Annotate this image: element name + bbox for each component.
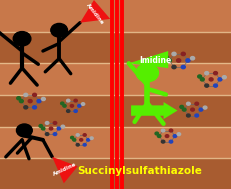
- Circle shape: [185, 59, 189, 62]
- Circle shape: [157, 135, 160, 137]
- Circle shape: [45, 133, 49, 136]
- Circle shape: [164, 56, 168, 59]
- Circle shape: [16, 124, 32, 137]
- Circle shape: [169, 140, 172, 143]
- Circle shape: [60, 102, 64, 105]
- Circle shape: [190, 57, 194, 60]
- Bar: [0, 127, 231, 158]
- Circle shape: [81, 103, 84, 105]
- Circle shape: [182, 108, 185, 111]
- Circle shape: [53, 122, 56, 124]
- Text: Imidine: Imidine: [138, 56, 170, 65]
- Circle shape: [179, 105, 183, 108]
- Circle shape: [86, 139, 89, 141]
- Bar: [0, 94, 231, 127]
- Circle shape: [66, 99, 70, 102]
- Text: Succinylsulfathiazole: Succinylsulfathiazole: [76, 166, 201, 176]
- Circle shape: [72, 139, 76, 141]
- Circle shape: [24, 93, 27, 96]
- Circle shape: [194, 114, 198, 117]
- Bar: [0, 158, 231, 189]
- Circle shape: [53, 133, 56, 136]
- Circle shape: [165, 135, 168, 137]
- Circle shape: [41, 97, 45, 101]
- Circle shape: [194, 102, 198, 105]
- Circle shape: [83, 134, 86, 136]
- Circle shape: [57, 127, 60, 130]
- Circle shape: [173, 135, 176, 137]
- Circle shape: [213, 84, 216, 87]
- Circle shape: [63, 105, 66, 107]
- Circle shape: [90, 137, 93, 139]
- Circle shape: [204, 84, 208, 87]
- Circle shape: [161, 140, 164, 143]
- Circle shape: [61, 125, 64, 128]
- Circle shape: [51, 23, 67, 37]
- Circle shape: [186, 114, 189, 117]
- Circle shape: [213, 72, 216, 75]
- Polygon shape: [52, 157, 77, 183]
- Circle shape: [74, 110, 77, 112]
- Circle shape: [171, 65, 175, 69]
- Circle shape: [204, 72, 208, 75]
- Circle shape: [200, 78, 203, 81]
- Circle shape: [198, 108, 202, 111]
- Circle shape: [79, 139, 82, 141]
- Circle shape: [49, 127, 52, 130]
- Circle shape: [37, 100, 41, 103]
- Circle shape: [167, 59, 171, 62]
- Polygon shape: [128, 51, 167, 68]
- Bar: [0, 32, 231, 63]
- Circle shape: [169, 129, 172, 132]
- Circle shape: [83, 143, 86, 146]
- Circle shape: [28, 100, 32, 103]
- Circle shape: [190, 108, 194, 111]
- Circle shape: [197, 75, 201, 78]
- Circle shape: [33, 93, 36, 96]
- Circle shape: [70, 105, 73, 107]
- Circle shape: [180, 52, 185, 56]
- Circle shape: [202, 106, 206, 109]
- Circle shape: [176, 59, 180, 62]
- Circle shape: [161, 129, 164, 132]
- Circle shape: [33, 106, 36, 109]
- Text: Amidine: Amidine: [85, 2, 104, 26]
- Circle shape: [208, 78, 212, 81]
- Circle shape: [76, 143, 79, 146]
- Circle shape: [13, 32, 31, 46]
- Circle shape: [45, 122, 49, 124]
- Bar: [0, 63, 231, 94]
- Circle shape: [19, 100, 23, 103]
- Circle shape: [77, 105, 81, 107]
- Circle shape: [76, 134, 79, 136]
- Circle shape: [180, 65, 185, 69]
- Text: Amidine: Amidine: [52, 161, 77, 177]
- Circle shape: [39, 125, 42, 127]
- FancyArrow shape: [131, 102, 177, 119]
- Circle shape: [41, 127, 45, 130]
- Circle shape: [186, 102, 189, 105]
- Circle shape: [74, 99, 77, 102]
- Polygon shape: [80, 0, 110, 23]
- Circle shape: [17, 97, 21, 100]
- Circle shape: [66, 110, 70, 112]
- Circle shape: [154, 132, 158, 135]
- Circle shape: [222, 76, 225, 79]
- Circle shape: [70, 136, 73, 139]
- Circle shape: [171, 52, 175, 56]
- Circle shape: [217, 78, 221, 81]
- Bar: [0, 0, 231, 32]
- Circle shape: [136, 64, 158, 82]
- Circle shape: [176, 133, 180, 136]
- Circle shape: [24, 106, 27, 109]
